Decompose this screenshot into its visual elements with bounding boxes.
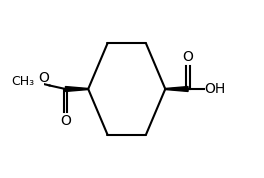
Text: CH₃: CH₃	[12, 75, 35, 88]
Text: O: O	[183, 51, 194, 64]
Polygon shape	[165, 87, 188, 91]
Polygon shape	[65, 87, 88, 91]
Text: O: O	[38, 71, 49, 85]
Text: OH: OH	[205, 82, 226, 96]
Text: O: O	[60, 114, 71, 127]
